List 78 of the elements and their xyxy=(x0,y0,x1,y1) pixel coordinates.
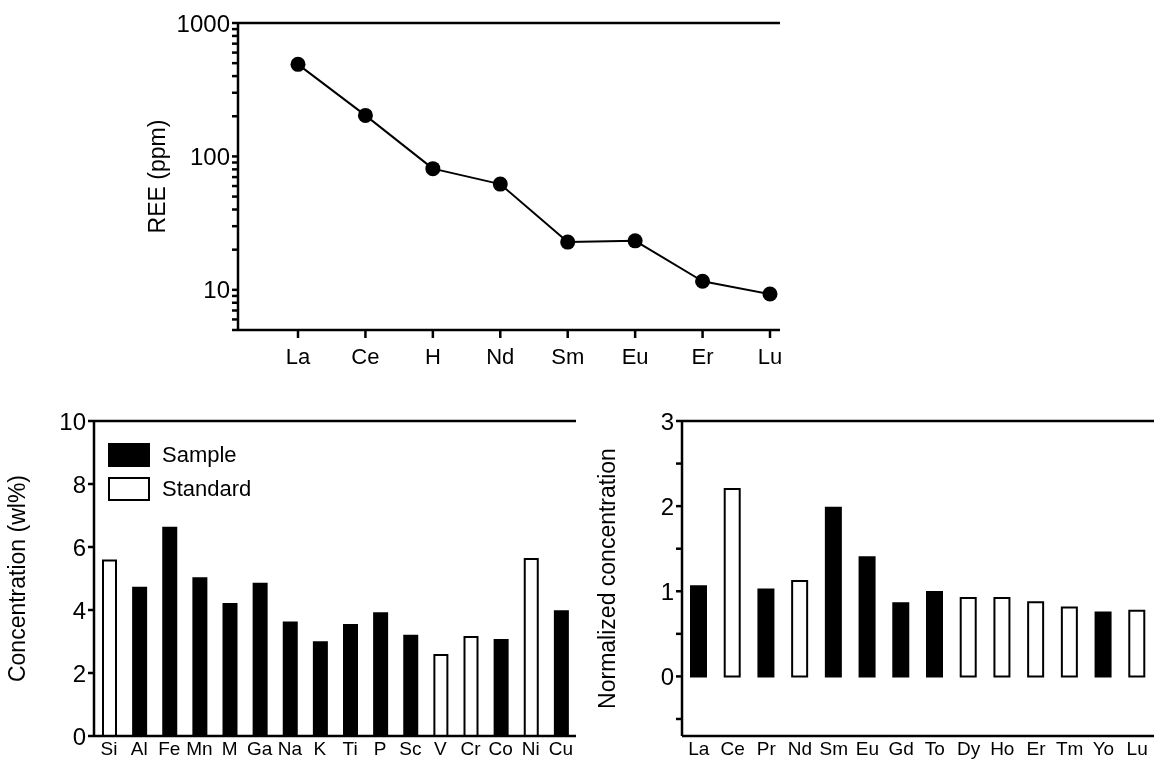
bar xyxy=(959,597,977,678)
bar xyxy=(858,556,876,678)
y-tick-label: 0 xyxy=(72,722,86,750)
x-tick-label: Na xyxy=(277,738,303,760)
x-tick-label: Eu xyxy=(855,738,880,760)
bar xyxy=(690,585,707,678)
point xyxy=(627,233,643,249)
y-tick-label: 1 xyxy=(660,577,674,605)
x-tick-label: Ga xyxy=(247,738,273,760)
x-tick-label: Sm xyxy=(819,738,848,760)
x-tick-label: La xyxy=(285,343,311,369)
x-tick-label: Cr xyxy=(460,738,482,760)
x-tick-label: La xyxy=(688,738,710,760)
x-tick-label: Er xyxy=(691,343,714,369)
x-tick-label: Al xyxy=(130,738,148,760)
y-tick-label: 2 xyxy=(72,659,86,687)
bar xyxy=(791,580,809,678)
bar xyxy=(926,591,943,678)
x-tick-label: H xyxy=(424,343,441,369)
x-tick-label: Er xyxy=(1026,738,1047,760)
x-tick-label: Nd xyxy=(787,738,813,760)
x-tick-label: Gd xyxy=(888,738,914,760)
y-axis-title: Normalized concentration xyxy=(594,448,621,709)
point xyxy=(357,107,373,123)
y-axis-title: Concentration (wl%) xyxy=(4,474,31,683)
x-tick-label: Mn xyxy=(186,738,213,760)
bar xyxy=(757,588,775,678)
bar xyxy=(892,602,910,678)
x-tick-label: V xyxy=(434,738,448,760)
x-tick-label: Sc xyxy=(399,738,422,760)
y-tick-label: 0 xyxy=(660,662,674,690)
x-tick-label: Ce xyxy=(720,738,745,760)
bar xyxy=(993,597,1011,678)
point xyxy=(425,161,441,177)
x-tick-label: Eu xyxy=(621,343,649,369)
legend-label: Sample xyxy=(162,441,237,469)
x-tick-label: Co xyxy=(488,738,513,760)
y-tick-label: 3 xyxy=(660,407,674,435)
point xyxy=(290,56,306,72)
x-tick-label: Lu xyxy=(757,343,783,369)
y-tick-label: 6 xyxy=(72,533,86,561)
y-tick-label: 100 xyxy=(189,142,230,170)
point xyxy=(695,273,711,289)
bar xyxy=(723,488,741,678)
x-tick-label: Yo xyxy=(1092,738,1115,760)
x-tick-label: Ho xyxy=(990,738,1015,760)
point xyxy=(492,176,508,192)
bar xyxy=(1027,601,1045,678)
x-tick-label: Sm xyxy=(551,343,585,369)
bar xyxy=(1060,606,1078,678)
bar xyxy=(1094,611,1112,678)
x-tick-label: Ti xyxy=(342,738,358,760)
y-tick-label: 10 xyxy=(203,276,230,304)
y-tick-label: 10 xyxy=(59,407,86,435)
x-tick-label: K xyxy=(313,738,327,760)
x-tick-label: Tm xyxy=(1056,738,1084,760)
x-tick-label: Dy xyxy=(956,738,981,760)
x-tick-label: To xyxy=(924,738,945,760)
x-tick-label: Cu xyxy=(548,738,574,760)
point xyxy=(762,286,778,302)
point xyxy=(560,234,576,250)
x-tick-label: Fe xyxy=(158,738,181,760)
x-tick-label: Si xyxy=(100,738,118,760)
x-tick-label: Nd xyxy=(486,343,515,369)
y-tick-label: 8 xyxy=(72,470,86,498)
bar xyxy=(824,506,842,678)
x-tick-label: P xyxy=(373,738,387,760)
y-axis-title: REE (ppm) xyxy=(144,119,171,234)
x-tick-label: Ni xyxy=(521,738,540,760)
x-tick-label: Lu xyxy=(1126,738,1148,760)
x-tick-label: Pr xyxy=(756,738,777,760)
y-tick-label: 4 xyxy=(72,596,86,624)
y-tick-label: 2 xyxy=(660,492,674,520)
x-tick-label: Ce xyxy=(351,343,380,369)
bar xyxy=(1128,609,1146,678)
y-tick-label: 1000 xyxy=(176,9,230,37)
x-tick-label: M xyxy=(221,738,238,760)
legend-label: Standard xyxy=(162,475,252,503)
